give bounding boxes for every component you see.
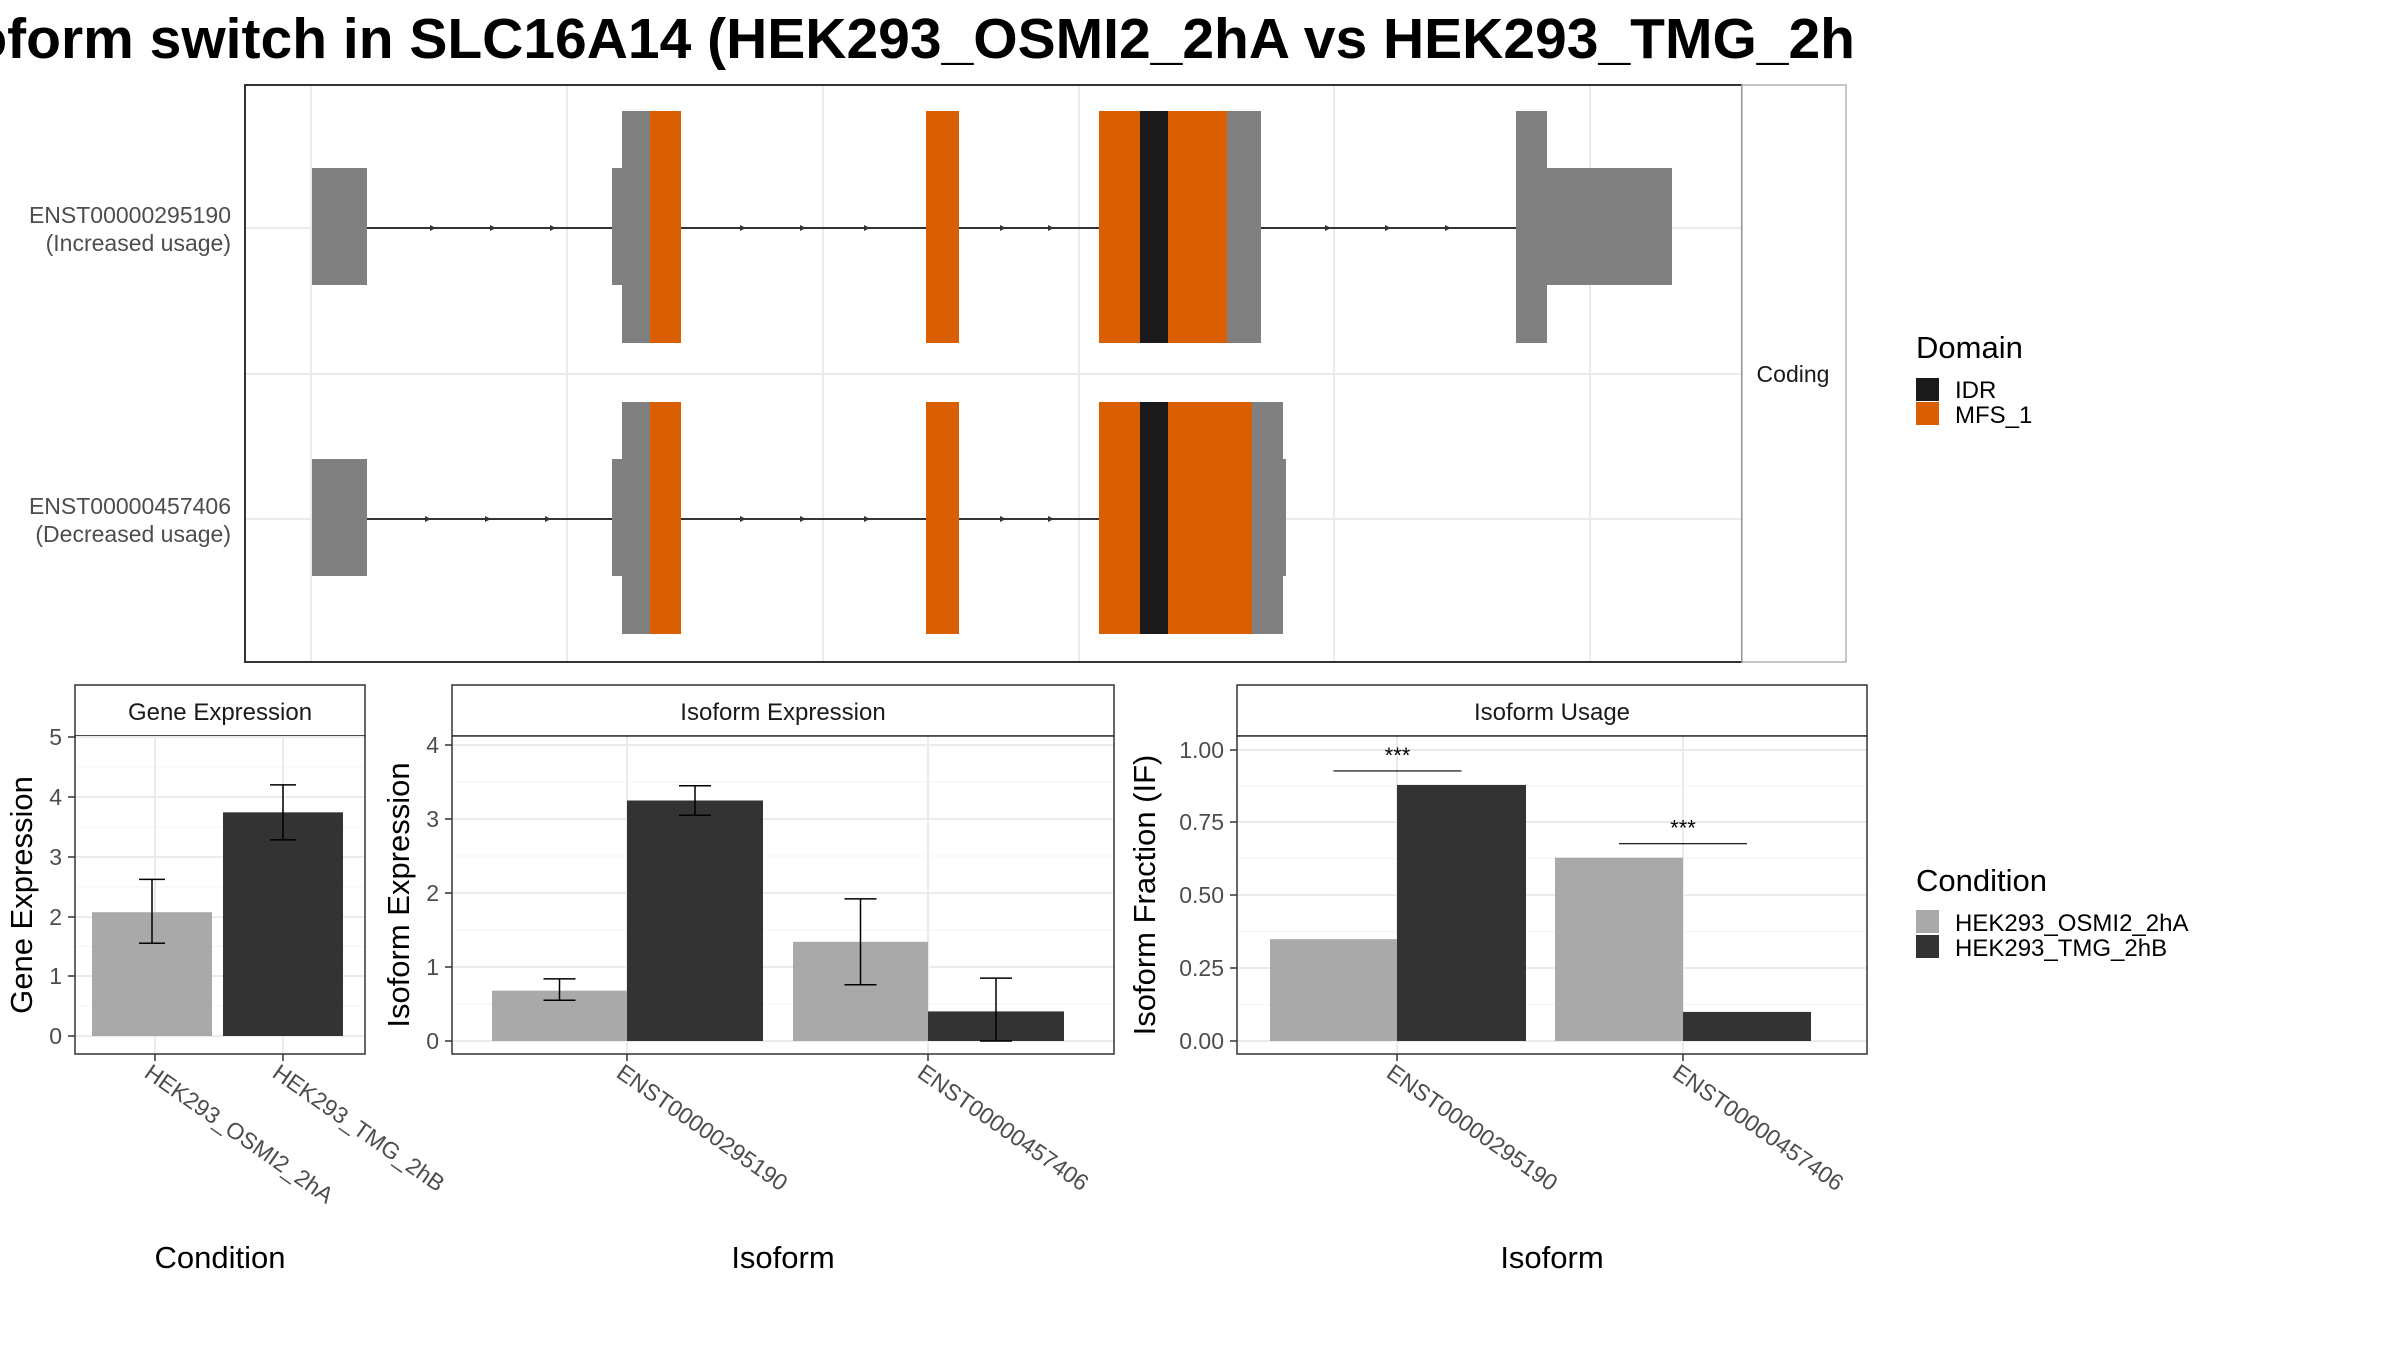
utr-exon bbox=[1545, 168, 1672, 285]
y-tick-label: 0.75 bbox=[1179, 809, 1224, 835]
utr-exon bbox=[1281, 459, 1286, 576]
panel-title: Isoform Expression bbox=[680, 699, 885, 726]
utr-exon bbox=[312, 459, 367, 576]
utr-exon bbox=[612, 168, 624, 285]
coding-exon bbox=[1252, 402, 1283, 634]
mfs-domain bbox=[650, 402, 681, 634]
idr-legend-swatch bbox=[1916, 378, 1939, 401]
intron-arrows bbox=[430, 225, 1451, 231]
condition-a-swatch bbox=[1916, 910, 1939, 933]
isoform-usage-panel: Isoform Usage 0.00 0.25 0.50 0.75 1.00 *** ***… bbox=[1127, 684, 1868, 1275]
y-tick-label: 1 bbox=[426, 954, 439, 980]
y-tick-label: 1 bbox=[49, 963, 62, 989]
x-tick-label: ENST00000295190 bbox=[1382, 1059, 1562, 1196]
y-tick-label: 0 bbox=[49, 1023, 62, 1049]
intron-arrows bbox=[425, 516, 1054, 522]
facet-strip bbox=[1741, 84, 1847, 663]
transcript-1-id: ENST00000295190 bbox=[29, 202, 231, 228]
panel-title: Isoform Usage bbox=[1474, 699, 1630, 726]
transcript-1-model bbox=[312, 111, 1672, 343]
mfs-domain bbox=[1168, 111, 1228, 343]
idr-domain bbox=[1140, 402, 1169, 634]
domain-legend: Domain IDR MFS_1 bbox=[1916, 330, 2032, 429]
structure-panel: ENST00000295190 (Increased usage) ENST00… bbox=[29, 84, 1847, 663]
utr-exon bbox=[312, 168, 367, 285]
x-tick-label: ENST00000457406 bbox=[913, 1059, 1093, 1196]
bar bbox=[1683, 1011, 1811, 1041]
transcript-1-usage: (Increased usage) bbox=[46, 230, 231, 256]
mfs-legend-swatch bbox=[1916, 402, 1939, 425]
condition-b-swatch bbox=[1916, 935, 1939, 958]
y-tick-label: 4 bbox=[49, 784, 62, 810]
coding-exon bbox=[1516, 111, 1547, 343]
mfs-domain bbox=[926, 111, 959, 343]
facet-strip-label: Coding bbox=[1757, 361, 1830, 387]
y-tick-label: 5 bbox=[49, 724, 62, 750]
mfs-domain bbox=[650, 111, 681, 343]
x-axis-title: Isoform bbox=[1500, 1240, 1603, 1275]
coding-exon bbox=[1227, 111, 1261, 343]
coding-exon bbox=[622, 402, 652, 634]
mfs-domain bbox=[1168, 402, 1254, 634]
mfs-domain bbox=[926, 402, 959, 634]
y-tick-label: 2 bbox=[426, 880, 439, 906]
transcript-2-id: ENST00000457406 bbox=[29, 493, 231, 519]
idr-legend-label: IDR bbox=[1955, 377, 1996, 404]
mfs-domain bbox=[1099, 111, 1141, 343]
x-tick-label: ENST00000457406 bbox=[1668, 1059, 1848, 1196]
y-axis-title: Isoform Expression bbox=[381, 762, 416, 1027]
condition-legend: Condition HEK293_OSMI2_2hA HEK293_TMG_2h… bbox=[1916, 863, 2188, 962]
bar bbox=[1270, 939, 1397, 1041]
bar bbox=[1397, 784, 1526, 1041]
bar bbox=[1555, 857, 1683, 1041]
transcript-2-model bbox=[312, 402, 1286, 634]
y-tick-label: 2 bbox=[49, 904, 62, 930]
y-tick-label: 4 bbox=[426, 732, 439, 758]
x-axis-title: Isoform bbox=[731, 1240, 834, 1275]
y-axis-title: Isoform Fraction (IF) bbox=[1127, 755, 1162, 1036]
condition-a-label: HEK293_OSMI2_2hA bbox=[1955, 910, 2188, 937]
y-tick-label: 0 bbox=[426, 1028, 439, 1054]
significance-label: *** bbox=[1670, 816, 1696, 841]
condition-legend-title: Condition bbox=[1916, 863, 2047, 898]
coding-exon bbox=[622, 111, 652, 343]
significance-label: *** bbox=[1385, 743, 1411, 768]
isoform-expression-panel: Isoform Expression 0 1 2 3 4 ENST00000295190 E… bbox=[381, 684, 1115, 1275]
y-tick-label: 0.00 bbox=[1179, 1028, 1224, 1054]
panel-title: Gene Expression bbox=[128, 699, 312, 726]
domain-legend-title: Domain bbox=[1916, 330, 2023, 365]
x-axis-title: Condition bbox=[155, 1240, 286, 1275]
y-tick-label: 0.25 bbox=[1179, 955, 1224, 981]
transcript-2-usage: (Decreased usage) bbox=[35, 521, 231, 547]
y-tick-label: 1.00 bbox=[1179, 737, 1224, 763]
bar bbox=[627, 800, 763, 1041]
utr-exon bbox=[612, 459, 624, 576]
mfs-domain bbox=[1099, 402, 1141, 634]
y-tick-label: 3 bbox=[49, 844, 62, 870]
y-axis-title: Gene Expression bbox=[4, 776, 39, 1014]
x-tick-label: ENST00000295190 bbox=[612, 1059, 792, 1196]
bar bbox=[223, 812, 343, 1036]
y-tick-label: 0.50 bbox=[1179, 882, 1224, 908]
panel-strip bbox=[451, 684, 1115, 737]
idr-domain bbox=[1140, 111, 1169, 343]
condition-b-label: HEK293_TMG_2hB bbox=[1955, 935, 2167, 962]
y-tick-label: 3 bbox=[426, 806, 439, 832]
mfs-legend-label: MFS_1 bbox=[1955, 402, 2032, 429]
figure-title: e isoform switch in SLC16A14 (HEK293_OSM… bbox=[0, 7, 1855, 71]
